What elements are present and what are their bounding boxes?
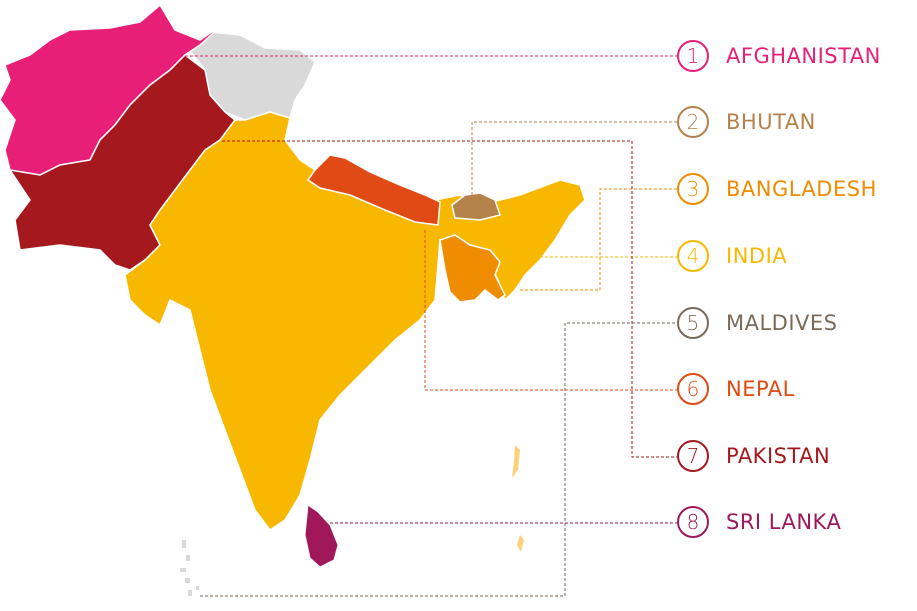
map-region-bhutan: [451, 192, 501, 221]
legend-item-nepal: 6 NEPAL: [677, 371, 795, 407]
leader-line-bhutan: [471, 121, 677, 200]
map-region-bangladesh: [439, 234, 506, 303]
legend-label: PAKISTAN: [726, 444, 831, 468]
legend-number-badge: 5: [677, 307, 709, 339]
leader-line-pakistan: [222, 140, 677, 458]
legend-number-badge: 8: [677, 506, 709, 538]
legend-number-badge: 2: [677, 106, 709, 138]
legend-item-bangladesh: 3 BANGLADESH: [677, 171, 877, 207]
legend-number-badge: 7: [677, 440, 709, 472]
map-region-nepal: [306, 154, 441, 226]
legend-label: AFGHANISTAN: [726, 44, 881, 68]
legend-item-sri-lanka: 8 SRI LANKA: [677, 504, 841, 540]
legend-number-badge: 1: [677, 40, 709, 72]
legend-number-badge: 4: [677, 240, 709, 272]
legend-item-india: 4 INDIA: [677, 238, 787, 274]
leader-line-maldives: [200, 322, 677, 597]
leader-line-bangladesh: [520, 188, 677, 291]
legend-item-afghanistan: 1 AFGHANISTAN: [677, 38, 881, 74]
legend-label: NEPAL: [726, 377, 795, 401]
legend-item-pakistan: 7 PAKISTAN: [677, 438, 830, 474]
legend-item-maldives: 5 MALDIVES: [677, 305, 838, 341]
map-region-sri-lanka: [304, 504, 339, 568]
legend-label: BHUTAN: [726, 110, 816, 134]
legend-label: INDIA: [726, 244, 788, 268]
legend-item-bhutan: 2 BHUTAN: [677, 104, 816, 140]
map-region-andaman-islands: [512, 445, 524, 552]
leader-line-nepal: [424, 230, 677, 391]
legend-label: MALDIVES: [726, 311, 838, 335]
map-region-maldives: [180, 540, 199, 596]
legend-number-badge: 6: [677, 373, 709, 405]
legend-label: BANGLADESH: [726, 177, 877, 201]
legend-number-badge: 3: [677, 173, 709, 205]
legend-label: SRI LANKA: [726, 510, 842, 534]
